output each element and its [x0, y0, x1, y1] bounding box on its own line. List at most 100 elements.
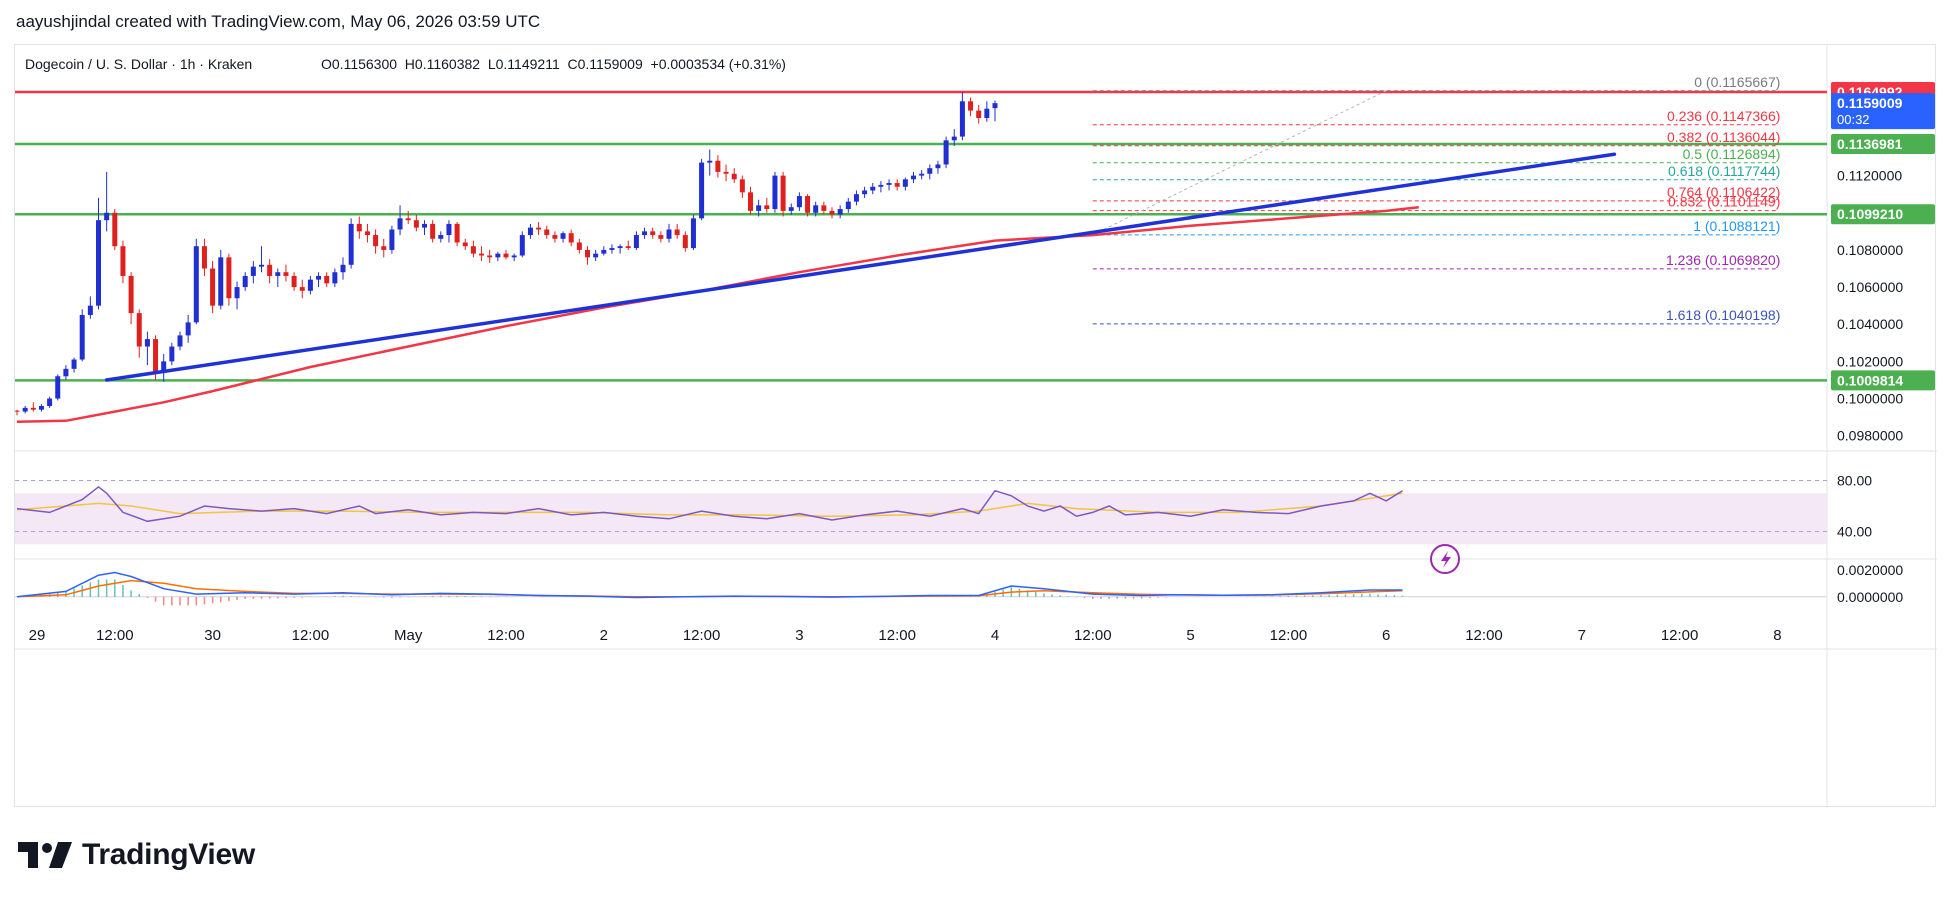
- fib-level-label: 0.618 (0.1117744): [1668, 163, 1780, 179]
- time-axis-tick: 6: [1382, 627, 1390, 644]
- candle-body: [805, 196, 811, 213]
- alert-icon[interactable]: [1430, 544, 1460, 574]
- candle-body: [291, 275, 297, 288]
- candle-body: [128, 275, 134, 314]
- candle-body: [470, 246, 476, 254]
- candle-body: [511, 255, 517, 258]
- candle-body: [919, 173, 925, 176]
- price-axis-tick: 0.1040000: [1837, 316, 1903, 332]
- candle-body: [267, 264, 273, 276]
- candle-body: [71, 359, 77, 369]
- candle-body: [405, 218, 411, 221]
- price-badge-label: 0.1099210: [1837, 206, 1903, 222]
- candle-body: [201, 246, 207, 269]
- tradingview-logo[interactable]: TradingView: [18, 838, 255, 872]
- symbol-title: Dogecoin / U. S. Dollar · 1h · Kraken: [25, 56, 252, 72]
- price-axis-tick: 0.1020000: [1837, 353, 1903, 369]
- candle-body: [878, 184, 884, 187]
- candle-body: [422, 223, 427, 228]
- macd-line: [16, 571, 1403, 599]
- candle-body: [446, 223, 452, 236]
- candle-body: [430, 223, 436, 239]
- candle-body: [47, 398, 53, 406]
- price-badge: [1831, 370, 1935, 391]
- time-axis-tick: 12:00: [1661, 627, 1699, 644]
- price-axis-tick: 0.1000000: [1837, 391, 1903, 407]
- chart-frame[interactable]: 0 (0.1165667) 0.236 (0.1147366) 0.382 (0.1…: [14, 44, 1937, 808]
- tradingview-logo-icon: [18, 842, 72, 868]
- candle-body: [22, 407, 28, 412]
- candle-body: [332, 272, 338, 284]
- candle-body: [15, 410, 20, 412]
- candle-body: [715, 160, 721, 172]
- candle-body: [161, 361, 167, 373]
- candle-body: [968, 101, 974, 111]
- fib-trend-line: [1092, 90, 1387, 236]
- time-axis-tick: 12:00: [96, 627, 134, 644]
- candle-body: [397, 218, 403, 230]
- horizontal-levels-layer: [15, 90, 1827, 382]
- candle-body: [210, 268, 216, 306]
- candle-body: [63, 368, 69, 377]
- fib-level-label: 0.764 (0.1106422): [1667, 184, 1780, 200]
- fib-level-label: 1.236 (0.1069820): [1666, 252, 1780, 268]
- candle-body: [821, 205, 827, 211]
- candle-body: [650, 231, 656, 236]
- candle-body: [788, 207, 794, 211]
- candle-body: [772, 175, 778, 210]
- chart-canvas[interactable]: 0 (0.1165667) 0.236 (0.1147366) 0.382 (0.1…: [15, 45, 1937, 808]
- candle-body: [576, 242, 582, 250]
- candle-body: [324, 275, 330, 284]
- candle-body: [169, 346, 175, 362]
- candle-body: [234, 287, 240, 299]
- candle-body: [699, 162, 705, 219]
- candles-layer: [15, 92, 998, 416]
- candle-body: [193, 246, 199, 323]
- candle-body: [259, 264, 264, 267]
- time-axis-tick: 29: [29, 627, 46, 644]
- macd-axis-tick: 0.0000000: [1837, 589, 1903, 605]
- candle-body: [927, 168, 933, 174]
- candle-body: [454, 223, 460, 243]
- candle-body: [299, 287, 305, 291]
- candle-body: [894, 183, 900, 187]
- candle-body: [356, 223, 362, 232]
- candle-body: [911, 175, 916, 180]
- moving-average-line: [16, 205, 1419, 424]
- candle-body: [943, 140, 949, 165]
- candle-body: [984, 108, 990, 119]
- candle-body: [373, 235, 379, 247]
- candle-body: [364, 231, 370, 236]
- candle-body: [617, 246, 623, 249]
- fib-level-label: 0 (0.1165667): [1694, 74, 1780, 90]
- time-axis-tick: 12:00: [1074, 627, 1112, 644]
- candle-body: [348, 223, 354, 265]
- candle-body: [120, 246, 126, 276]
- price-axis-tick: 0.1080000: [1837, 242, 1903, 258]
- candle-body: [250, 266, 256, 276]
- time-axis-tick: 12:00: [1465, 627, 1503, 644]
- candle-body: [79, 314, 85, 360]
- time-axis-tick: 12:00: [292, 627, 330, 644]
- candle-body: [837, 209, 843, 215]
- candle-body: [690, 218, 696, 249]
- candle-body: [568, 233, 574, 243]
- candle-body: [633, 235, 639, 249]
- price-badge: [1831, 204, 1935, 225]
- price-axis-layer: 80.0040.000.00200000.00000000.11400000.1…: [1837, 130, 1903, 604]
- moving-average-layer: [16, 205, 1419, 424]
- candle-body: [438, 235, 444, 239]
- candle-body: [951, 136, 957, 141]
- price-badge-label: 0.1159009: [1837, 95, 1903, 111]
- candle-body: [487, 255, 493, 258]
- ohlc-readout: O0.1156300 H0.1160382 L0.1149211 C0.1159…: [321, 56, 786, 72]
- candle-body: [242, 275, 248, 288]
- price-badge-label: 0.1009814: [1837, 372, 1903, 388]
- price-badges-layer: 0.11649920.115900900:320.11369810.109921…: [1831, 82, 1935, 391]
- time-axis-tick: 7: [1578, 627, 1586, 644]
- time-axis-tick: 12:00: [878, 627, 916, 644]
- candle-body: [625, 246, 631, 249]
- time-axis-tick: 3: [795, 627, 803, 644]
- candle-body: [666, 229, 672, 239]
- candle-body: [959, 101, 965, 137]
